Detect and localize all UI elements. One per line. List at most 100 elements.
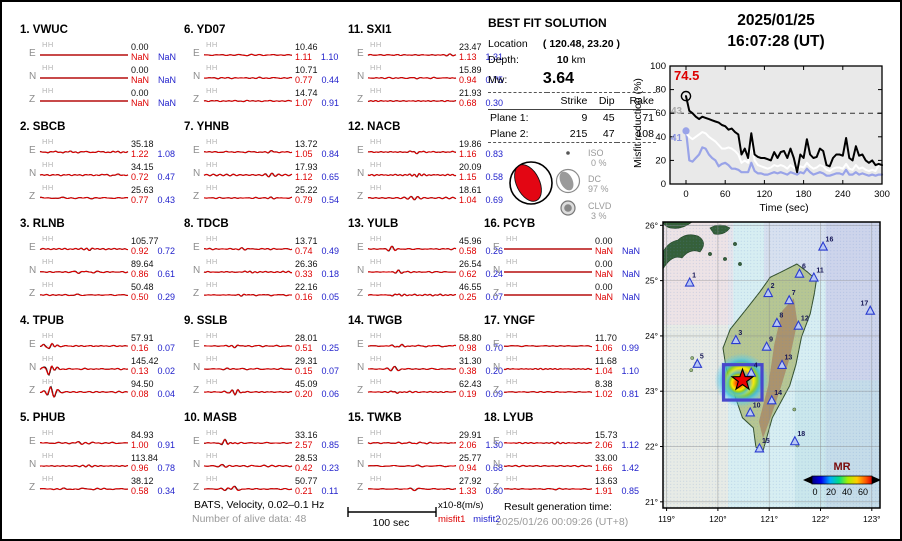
channel-row: Z HH 25.22 0.79 0.54 — [176, 183, 339, 206]
channel-row: E HH 0.00 NaN NaN — [476, 234, 641, 257]
misfit2-value: 0.07 — [485, 292, 504, 302]
station-block: 12. NACB E HH 19.86 1.16 0.83 N HH 20.09 1.15 0.58… — [340, 121, 503, 217]
channel-row: E HH 15.73 2.06 1.12 — [476, 428, 639, 451]
misfit-values: 1.66 1.42 — [595, 463, 639, 473]
misfit2-value: 1.30 — [485, 440, 504, 450]
misfit1-value: 0.72 — [131, 172, 149, 182]
misfit-values: NaN NaN — [131, 98, 176, 108]
amplitude-value: 0.00 — [131, 65, 149, 75]
mw-value: 3.64 — [542, 70, 575, 87]
misfit-values: 1.02 0.81 — [595, 389, 639, 399]
misfit-values: 0.13 0.02 — [131, 366, 175, 376]
misfit-values: 0.16 0.07 — [131, 343, 175, 353]
misfit1-value: 0.42 — [295, 463, 313, 473]
misfit2-value: 1.42 — [621, 463, 640, 473]
map-station-marker — [771, 317, 782, 327]
misfit1-value: 0.21 — [295, 486, 313, 496]
misfit1-value: 1.16 — [459, 149, 477, 159]
channel-band-label: HH — [506, 354, 518, 363]
waveform-svg — [367, 53, 457, 57]
misfit1-value: NaN — [595, 269, 614, 279]
waveform-svg — [367, 365, 457, 372]
station-block: 8. TDCB E HH 13.71 0.74 0.49 N HH 26.36 0.33 0.18 Z… — [176, 218, 339, 314]
misfit2-value: NaN — [158, 75, 177, 85]
waveform-svg — [367, 390, 457, 394]
misfit-values: 0.77 0.44 — [295, 75, 339, 85]
amplitude-value: 31.30 — [459, 356, 482, 366]
map-station-marker — [789, 435, 800, 446]
waveform-svg — [203, 247, 293, 251]
waveform-svg — [39, 293, 129, 297]
channel-band-label: HH — [206, 354, 218, 363]
channel-letter: N — [357, 265, 365, 276]
mw-label: Mw: — [488, 74, 508, 86]
waveform-svg — [367, 293, 457, 297]
misfit1-value: 1.04 — [595, 366, 613, 376]
channel-row: E HH 10.46 1.11 1.10 — [176, 40, 338, 63]
channel-band-label: HH — [206, 86, 218, 95]
waveform-svg — [367, 487, 457, 492]
misfit2-value: 0.02 — [157, 366, 176, 376]
channel-row: N HH 15.89 0.94 0.75 — [340, 63, 503, 86]
channel-letter: E — [29, 436, 36, 447]
waveform-svg — [367, 464, 457, 468]
channel-band-label: HH — [206, 137, 218, 146]
amplitude-value: 25.22 — [295, 185, 318, 195]
channel-row: Z HH 50.48 0.50 0.29 — [12, 280, 175, 303]
misfit-values: 1.11 1.10 — [295, 52, 338, 62]
waveform-svg — [203, 293, 293, 297]
map-station-marker — [761, 340, 772, 351]
bats-caption: BATS, Velocity, 0.02–0.1 Hz — [194, 499, 325, 511]
channel-letter: N — [493, 459, 501, 470]
channel-letter: Z — [29, 288, 36, 299]
station-title: 14. TWGB — [348, 315, 403, 327]
waveform-svg — [367, 150, 457, 155]
waveform-svg — [503, 391, 593, 394]
amplitude-value: 46.55 — [459, 282, 482, 292]
decomposition-icons — [555, 151, 581, 216]
time-scalebar — [347, 507, 437, 517]
map-xtick-label: 119° — [658, 514, 675, 524]
map-station-marker — [784, 294, 795, 305]
waveform-svg — [503, 487, 593, 491]
channel-row: Z HH 22.16 0.16 0.05 — [176, 280, 339, 303]
misfit2-value: 0.23 — [321, 463, 340, 473]
channel-row: Z HH 62.43 0.19 0.09 — [340, 377, 503, 400]
misfit1-value: 0.15 — [295, 366, 313, 376]
misfit-values: 0.92 0.72 — [131, 246, 175, 256]
event-date: 2025/01/25 — [737, 12, 815, 29]
channel-letter: N — [357, 459, 365, 470]
map-station-number: 9 — [769, 336, 773, 343]
channel-letter: N — [29, 168, 37, 179]
channel-band-label: HH — [42, 137, 54, 146]
amplitude-value: 20.09 — [459, 162, 482, 172]
channel-band-label: HH — [42, 280, 54, 289]
misfit1-value: NaN — [131, 75, 150, 85]
channel-letter: Z — [193, 385, 200, 396]
misfit1-value: 1.02 — [595, 389, 613, 399]
channel-letter: N — [29, 265, 37, 276]
misfit-values: NaN NaN — [131, 75, 176, 85]
event-time: 16:07:28 (UT) — [727, 33, 825, 50]
channel-letter: E — [29, 339, 36, 350]
station-block: 1. VWUC E HH 0.00 NaN NaN N HH 0.00 NaN NaN Z HH 0.00… — [12, 24, 176, 120]
misfit1-value: 1.12 — [295, 172, 313, 182]
map-station-marker — [684, 276, 695, 287]
misfit1-value: 0.58 — [131, 486, 149, 496]
svg-text:40: 40 — [655, 132, 666, 143]
misfit1-value: 1.33 — [459, 486, 477, 496]
map-station-marker — [766, 394, 777, 405]
misfit1-value: 1.05 — [295, 149, 313, 159]
misfit-legend: misfit1 misfit2 — [438, 514, 501, 525]
channel-letter: N — [357, 71, 365, 82]
svg-text:120: 120 — [756, 189, 772, 200]
misfit2-value: 0.72 — [157, 246, 176, 256]
misfit-values: 0.79 0.54 — [295, 195, 339, 205]
channel-letter: Z — [29, 482, 36, 493]
channel-band-label: HH — [506, 331, 518, 340]
misfit2-value: NaN — [622, 246, 641, 256]
misfit1-value: 1.11 — [295, 52, 312, 62]
map-ytick-label: 26° — [645, 220, 658, 230]
map-xtick-label: 121° — [760, 514, 778, 524]
misfit-values: 1.13 1.31 — [459, 52, 503, 62]
